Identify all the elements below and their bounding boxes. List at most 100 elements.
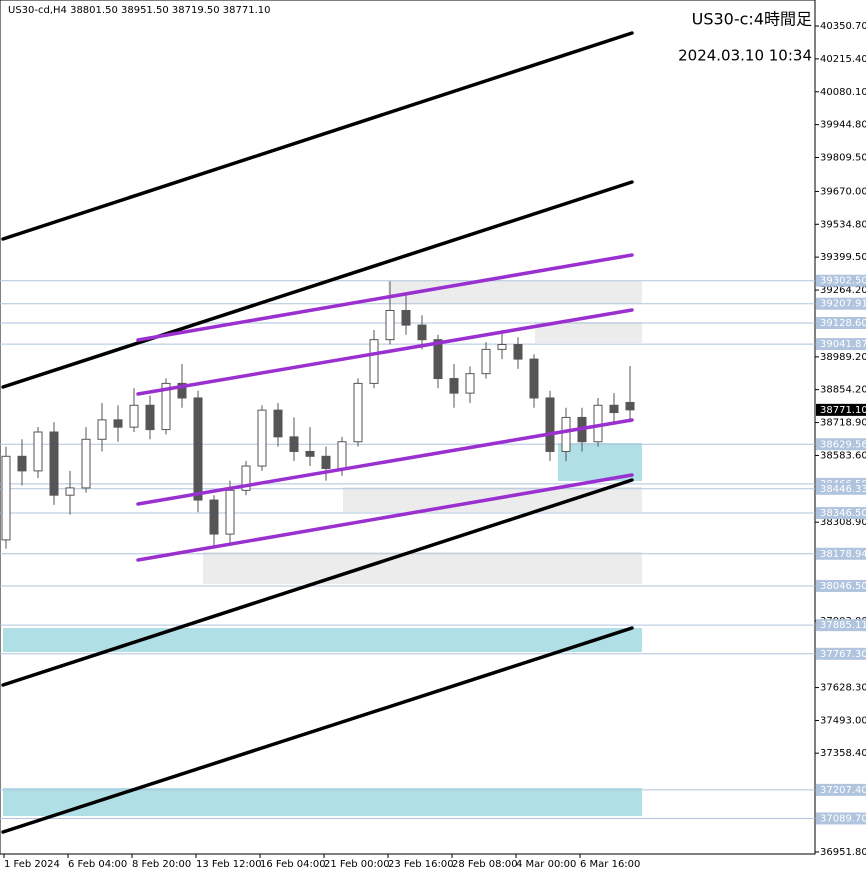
trend-line bbox=[136, 473, 634, 562]
level-label-box bbox=[816, 316, 866, 329]
level-label: 37207.40 bbox=[820, 785, 866, 796]
candle-body bbox=[81, 438, 91, 489]
candle-body bbox=[49, 431, 59, 496]
candle-body bbox=[97, 419, 107, 440]
y-tick-label: 39809.50 bbox=[820, 153, 866, 164]
candle-body bbox=[545, 397, 555, 452]
price-label-box bbox=[816, 403, 866, 416]
x-tick-label: 4 Mar 00:00 bbox=[516, 859, 576, 870]
y-tick-label: 39944.80 bbox=[820, 120, 866, 131]
trend-line bbox=[1, 31, 634, 241]
candle-body bbox=[481, 348, 491, 375]
candle-body bbox=[625, 401, 635, 411]
trend-line bbox=[1, 180, 634, 389]
level-label-box bbox=[816, 783, 866, 796]
candle-body bbox=[433, 339, 443, 380]
candle-body bbox=[497, 344, 507, 350]
y-tick-label: 38718.90 bbox=[820, 418, 866, 429]
y-tick-label: 39670.00 bbox=[820, 186, 866, 197]
y-tick-label: 37358.40 bbox=[820, 748, 866, 759]
level-label: 39302.50 bbox=[820, 276, 866, 287]
x-tick-label: 6 Mar 16:00 bbox=[580, 859, 640, 870]
y-tick-label: 38308.90 bbox=[820, 517, 866, 528]
level-label: 38446.33 bbox=[820, 484, 866, 495]
y-tick-label: 37628.30 bbox=[820, 683, 866, 694]
level-label-box bbox=[816, 482, 866, 495]
candle-body bbox=[241, 465, 251, 491]
candle-body bbox=[145, 404, 155, 431]
level-label-box bbox=[816, 274, 866, 287]
candle-body bbox=[337, 441, 347, 469]
zone bbox=[203, 552, 642, 584]
x-tick-label: 16 Feb 04:00 bbox=[260, 859, 326, 870]
level-label-box bbox=[816, 547, 866, 560]
zones bbox=[3, 281, 642, 816]
x-tick-label: 23 Feb 16:00 bbox=[388, 859, 454, 870]
zone bbox=[3, 788, 642, 816]
level-label-box bbox=[816, 579, 866, 592]
trend-line bbox=[1, 626, 634, 834]
chart-title: US30-c:4時間足 bbox=[692, 10, 812, 29]
level-label: 37767.30 bbox=[820, 649, 866, 660]
candle-body bbox=[177, 382, 187, 399]
candle-body bbox=[385, 309, 395, 341]
candle-body bbox=[609, 404, 619, 414]
candle-body bbox=[289, 436, 299, 452]
y-tick-label: 40215.40 bbox=[820, 54, 866, 65]
level-label-box bbox=[816, 338, 866, 351]
candle-body bbox=[369, 339, 379, 384]
candle-body bbox=[65, 487, 75, 496]
candle-body bbox=[225, 489, 235, 535]
candle-body bbox=[465, 373, 475, 394]
level-label-box bbox=[816, 507, 866, 520]
y-tick-label: 37493.00 bbox=[820, 715, 866, 726]
y-tick-label: 39534.80 bbox=[820, 219, 866, 230]
y-tick-label: 36951.80 bbox=[820, 847, 866, 858]
chart-subtitle: 2024.03.10 10:34 bbox=[678, 47, 812, 65]
level-label-box bbox=[816, 647, 866, 660]
candle-body bbox=[1, 455, 11, 541]
y-tick-label: 39399.50 bbox=[820, 252, 866, 263]
x-tick-label: 13 Feb 12:00 bbox=[196, 859, 262, 870]
candle-body bbox=[17, 455, 27, 472]
x-tick-label: 1 Feb 2024 bbox=[4, 859, 60, 870]
candle-body bbox=[161, 382, 171, 431]
candle-body bbox=[193, 397, 203, 501]
level-label-box bbox=[816, 812, 866, 825]
candle-body bbox=[561, 416, 571, 452]
trend-line bbox=[1, 478, 634, 687]
trend-line bbox=[136, 308, 634, 396]
candle-body bbox=[513, 344, 523, 360]
level-label: 39128.60 bbox=[820, 318, 866, 329]
y-tick-label: 39264.20 bbox=[820, 285, 866, 296]
zone bbox=[535, 322, 642, 343]
candle-body bbox=[273, 409, 283, 438]
level-label: 37089.70 bbox=[820, 813, 866, 824]
trend-line bbox=[136, 253, 634, 342]
level-label: 39207.91 bbox=[820, 299, 866, 310]
candle-body bbox=[113, 419, 123, 428]
zone bbox=[3, 628, 642, 652]
candle-body bbox=[257, 409, 267, 467]
candle-body bbox=[417, 324, 427, 341]
header: US30-cd,H4 38801.50 38951.50 38719.50 38… bbox=[8, 5, 270, 16]
y-tick-label: 38854.20 bbox=[820, 385, 866, 396]
candle-body bbox=[449, 378, 459, 394]
level-label: 38046.50 bbox=[820, 581, 866, 592]
trend-line bbox=[136, 418, 634, 506]
level-label-box bbox=[816, 297, 866, 310]
y-tick-label: 40080.10 bbox=[820, 87, 866, 98]
level-label-box bbox=[816, 619, 866, 632]
trend-lines bbox=[1, 31, 634, 834]
candle-body bbox=[321, 455, 331, 469]
y-tick-label: 40350.70 bbox=[820, 21, 866, 32]
y-tick-label: 38989.20 bbox=[820, 352, 866, 363]
candle-body bbox=[33, 431, 43, 472]
y-tick-label: 38583.60 bbox=[820, 450, 866, 461]
candle-body bbox=[593, 404, 603, 443]
level-label: 37885.11 bbox=[820, 620, 866, 631]
candle-body bbox=[401, 309, 411, 326]
candle-body bbox=[529, 358, 539, 399]
x-tick-label: 21 Feb 00:00 bbox=[324, 859, 390, 870]
